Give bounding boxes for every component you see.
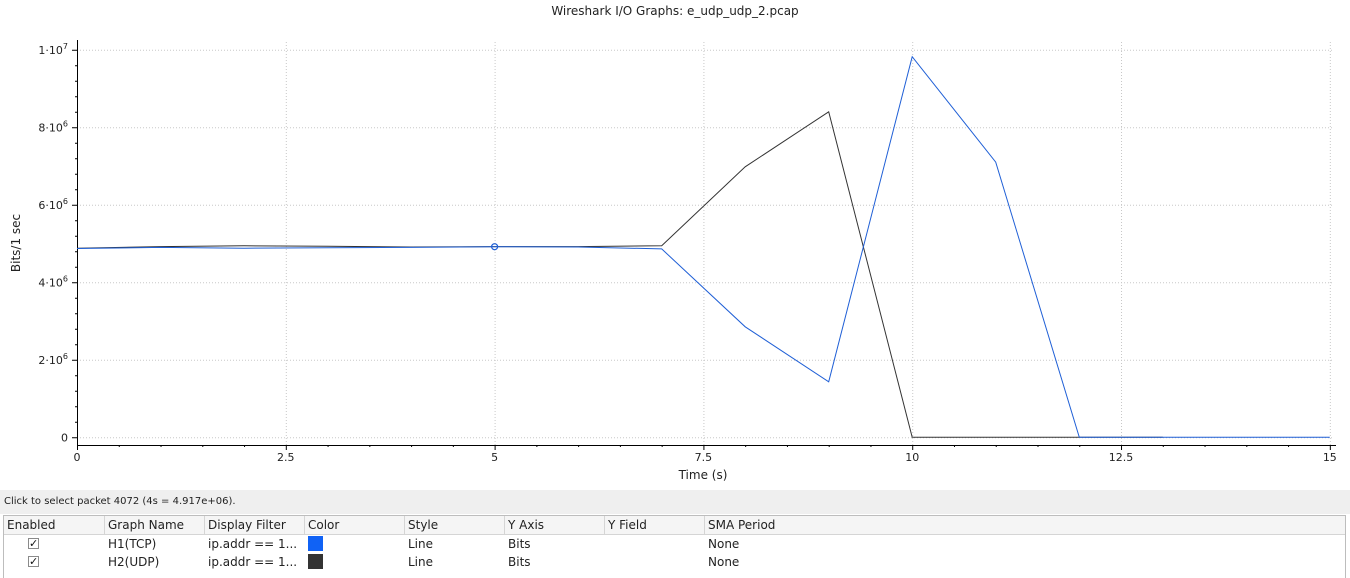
graph-name-cell[interactable]: H2(UDP) (108, 555, 160, 569)
io-graph-area[interactable]: Wireshark I/O Graphs: e_udp_udp_2.pcap T… (0, 0, 1350, 490)
x-axis-label: Time (s) (678, 468, 728, 482)
graph-name-cell[interactable]: H1(TCP) (108, 537, 157, 551)
io-graph-chart[interactable]: Wireshark I/O Graphs: e_udp_udp_2.pcap T… (0, 0, 1350, 490)
y-field-cell[interactable] (605, 535, 608, 553)
style-cell[interactable]: Line (408, 537, 434, 551)
column-header-graph-name[interactable]: Graph Name (105, 516, 205, 534)
y-tick-label: 0 (61, 431, 68, 444)
column-header-style[interactable]: Style (405, 516, 505, 534)
y-tick-label: 4·106 (38, 274, 68, 289)
style-cell[interactable]: Line (408, 555, 434, 569)
column-header-y-field[interactable]: Y Field (605, 516, 705, 534)
enabled-checkbox[interactable]: ✓ (28, 555, 39, 568)
y-axis-cell[interactable]: Bits (508, 555, 531, 569)
column-header-sma-period[interactable]: SMA Period (708, 518, 776, 532)
x-tick-label: 15 (1323, 451, 1337, 464)
series-line-h1-tcp[interactable] (76, 55, 1330, 438)
x-tick-label: 2.5 (277, 451, 295, 464)
x-tick-label: 10 (905, 451, 919, 464)
y-axis-label: Bits/1 sec (9, 214, 23, 272)
x-tick-label: 0 (74, 451, 81, 464)
selected-point-marker[interactable] (491, 243, 499, 251)
chart-title: Wireshark I/O Graphs: e_udp_udp_2.pcap (551, 4, 798, 18)
status-bar: Click to select packet 4072 (4s = 4.917e… (0, 490, 1350, 514)
y-tick-label: 1·107 (38, 42, 68, 57)
x-tick-label: 5 (491, 451, 498, 464)
table-row[interactable]: ✓ H2(UDP) ip.addr == 1... Line Bits None (4, 553, 1345, 571)
y-axis-cell[interactable]: Bits (508, 537, 531, 551)
display-filter-cell[interactable]: ip.addr == 1... (208, 537, 298, 551)
series-line-h2-udp[interactable] (76, 110, 1163, 438)
display-filter-cell[interactable]: ip.addr == 1... (208, 555, 298, 569)
column-header-y-axis[interactable]: Y Axis (505, 516, 605, 534)
y-tick-label: 6·106 (38, 197, 68, 212)
y-tick-label: 2·106 (38, 352, 68, 367)
color-swatch[interactable] (308, 554, 323, 569)
graph-table[interactable]: Enabled Graph Name Display Filter Color … (3, 515, 1346, 578)
column-header-enabled[interactable]: Enabled (4, 516, 105, 534)
sma-period-cell[interactable]: None (708, 555, 740, 569)
y-field-cell[interactable] (605, 553, 608, 571)
y-tick-label: 8·106 (38, 119, 68, 134)
column-header-display-filter[interactable]: Display Filter (205, 516, 305, 534)
status-text: Click to select packet 4072 (4s = 4.917e… (4, 496, 236, 507)
x-tick-label: 12.5 (1109, 451, 1134, 464)
table-row[interactable]: ✓ H1(TCP) ip.addr == 1... Line Bits None (4, 535, 1345, 553)
table-header: Enabled Graph Name Display Filter Color … (4, 516, 1345, 535)
color-swatch[interactable] (308, 536, 323, 551)
column-header-color[interactable]: Color (305, 516, 405, 534)
sma-period-cell[interactable]: None (708, 537, 740, 551)
enabled-checkbox[interactable]: ✓ (28, 537, 39, 550)
x-tick-label: 7.5 (695, 451, 713, 464)
